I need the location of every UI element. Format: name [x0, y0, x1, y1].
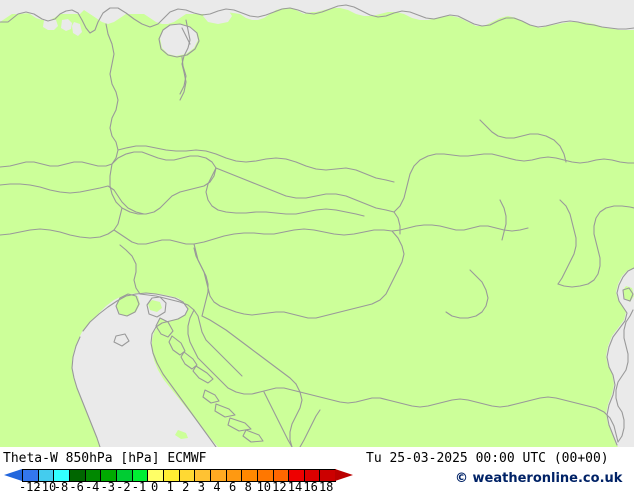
- map-title: Theta-W 850hPa [hPa] ECMWF: [3, 451, 207, 466]
- colorbar-tick: 0: [150, 480, 159, 494]
- colorbar-tick: -8: [53, 480, 69, 494]
- colorbar-tick: 2: [182, 480, 190, 494]
- colorbar-under-arrow-icon: [4, 469, 22, 481]
- colorbar-tick: -2: [116, 480, 131, 494]
- colorbar-segment: [85, 470, 102, 481]
- colorbar-tick: 18: [318, 480, 334, 494]
- colorbar-tick: -1: [131, 480, 147, 494]
- sea-areas: [43, 18, 634, 447]
- colorbar-tick: -4: [84, 480, 100, 494]
- colorbar-segment: [320, 470, 336, 481]
- map-timestamp: Tu 25-03-2025 00:00 UTC (00+00): [366, 451, 609, 466]
- colorbar-segment: [226, 470, 243, 481]
- colorbar-segment: [163, 470, 180, 481]
- colorbar-segment: [289, 470, 305, 481]
- colorbar-segment: [273, 470, 290, 481]
- colorbar-tick: 10: [256, 480, 272, 494]
- colorbar-tick: 4: [213, 480, 221, 494]
- colorbar[interactable]: [22, 469, 336, 482]
- colorbar-segment: [116, 470, 133, 481]
- colorbar-segment: [210, 470, 227, 481]
- colorbar-segment: [23, 470, 39, 481]
- colorbar-tick: 3: [197, 480, 206, 494]
- colorbar-segment: [304, 470, 321, 481]
- colorbar-segment: [257, 470, 274, 481]
- map-footer: Theta-W 850hPa [hPa] ECMWF Tu 25-03-2025…: [0, 447, 634, 493]
- colorbar-tick: -3: [100, 480, 116, 494]
- copyright-label: © weatheronline.co.uk: [455, 471, 623, 486]
- colorbar-tick: 12: [272, 480, 287, 494]
- colorbar-segment: [132, 470, 149, 481]
- colorbar-segment: [195, 470, 211, 481]
- colorbar-tick: 14: [287, 480, 303, 494]
- colorbar-tick: 8: [244, 480, 252, 494]
- map-svg: [0, 0, 634, 447]
- colorbar-segment: [38, 470, 55, 481]
- country-borders: [0, 4, 634, 447]
- colorbar-segment: [54, 470, 70, 481]
- colorbar-tick: -6: [69, 480, 84, 494]
- colorbar-over-arrow-icon: [335, 469, 353, 481]
- colorbar-tick: 16: [303, 480, 318, 494]
- colorbar-segment: [69, 470, 86, 481]
- colorbar-tick: 6: [228, 480, 237, 494]
- weather-map-canvas[interactable]: [0, 0, 634, 447]
- colorbar-tick-labels: -12 -10 -8 -6 -4 -3 -2 -1 0 1 2 3 4 6 8 10 12 14 16 18: [0, 481, 360, 495]
- dalmatian-islands: [154, 318, 262, 441]
- colorbar-segment: [101, 470, 117, 481]
- colorbar-segment: [148, 470, 164, 481]
- colorbar-tick: 1: [166, 480, 174, 494]
- colorbar-segment: [242, 470, 258, 481]
- colorbar-segment: [179, 470, 196, 481]
